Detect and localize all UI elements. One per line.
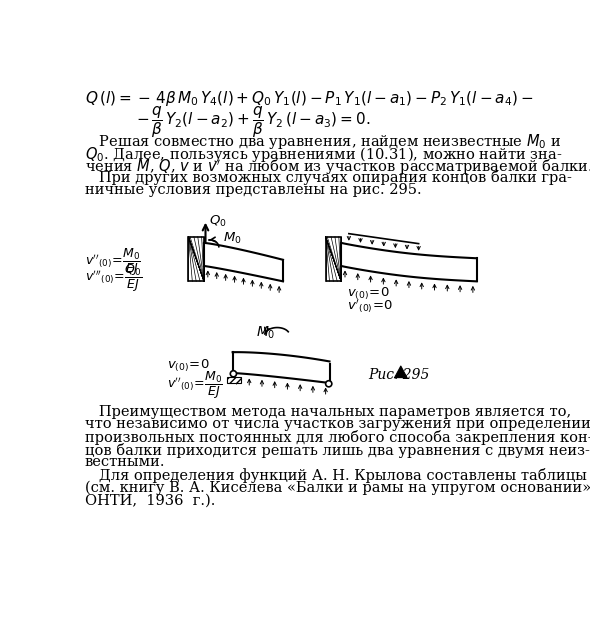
Text: чения $M$, $Q$, $v$ и $v'$ на любом из участков рассматриваемой балки.: чения $M$, $Q$, $v$ и $v'$ на любом из у…: [84, 158, 590, 177]
Text: $Q\,(l) = -\,4\beta\,M_0\,Y_4(l) + Q_0\,Y_1(l) - P_1\,Y_1(l - a_1) - P_2\,Y_1(l : $Q\,(l) = -\,4\beta\,M_0\,Y_4(l) + Q_0\,…: [84, 89, 533, 108]
Text: $-\,\dfrac{q}{\beta}\,Y_2(l - a_2) + \dfrac{q}{\beta}\,Y_2\,(l - a_3) = 0.$: $-\,\dfrac{q}{\beta}\,Y_2(l - a_2) + \df…: [136, 104, 370, 140]
Bar: [188, 237, 204, 281]
Text: Преимуществом метода начальных параметров является то,: Преимуществом метода начальных параметро…: [84, 404, 571, 419]
Text: $M_0$: $M_0$: [256, 324, 276, 341]
Text: произвольных постоянных для любого способа закрепления кон-: произвольных постоянных для любого спосо…: [84, 430, 590, 445]
Text: $v''_{(0)}\!=\!\dfrac{M_0}{EJ}$: $v''_{(0)}\!=\!\dfrac{M_0}{EJ}$: [84, 248, 140, 279]
Text: $M_0$: $M_0$: [222, 231, 241, 246]
Text: $v''_{(0)}\!=\!\dfrac{M_0}{EJ}$: $v''_{(0)}\!=\!\dfrac{M_0}{EJ}$: [167, 370, 223, 401]
Text: (см. книгу В. А. Киселева «Балки и рамы на упругом основании».: (см. книгу В. А. Киселева «Балки и рамы …: [84, 481, 590, 495]
Text: Решая совместно два уравнения, найдем неизвестные $M_0$ и: Решая совместно два уравнения, найдем не…: [84, 132, 561, 151]
Circle shape: [326, 381, 332, 387]
Text: $v'''_{(0)}\!=\!\dfrac{Q_0}{EJ}$: $v'''_{(0)}\!=\!\dfrac{Q_0}{EJ}$: [84, 263, 142, 294]
Polygon shape: [232, 352, 329, 383]
Polygon shape: [395, 366, 407, 378]
Text: Рис. 295: Рис. 295: [368, 368, 430, 382]
Text: $Q_0$: $Q_0$: [209, 214, 227, 229]
Text: $v_{(0)}\!=\!0$: $v_{(0)}\!=\!0$: [167, 357, 209, 374]
Text: цов балки приходится решать лишь два уравнения с двумя неиз-: цов балки приходится решать лишь два ура…: [84, 442, 589, 458]
Polygon shape: [204, 243, 283, 281]
Text: $v'_{(0)}\!=\!0$: $v'_{(0)}\!=\!0$: [346, 298, 393, 316]
Text: Для определения функций А. Н. Крылова составлены таблицы: Для определения функций А. Н. Крылова со…: [84, 468, 586, 483]
Text: что независимо от числа участков загружения при определении: что независимо от числа участков загруже…: [84, 418, 590, 431]
Text: $Q_0$. Далее, пользуясь уравнениями (10.31), можно найти зна-: $Q_0$. Далее, пользуясь уравнениями (10.…: [84, 144, 562, 164]
Text: вестными.: вестными.: [84, 456, 165, 469]
Text: $v_{(0)}\!=\!0$: $v_{(0)}\!=\!0$: [346, 285, 389, 302]
Text: ничные условия представлены на рис. 295.: ничные условия представлены на рис. 295.: [84, 182, 421, 197]
Text: При других возможных случаях опирания концов балки гра-: При других возможных случаях опирания ко…: [84, 170, 572, 185]
Text: ОНТИ,  1936  г.).: ОНТИ, 1936 г.).: [84, 494, 215, 508]
Circle shape: [230, 371, 237, 377]
Bar: [326, 237, 341, 281]
Bar: [227, 377, 241, 383]
Polygon shape: [341, 243, 477, 281]
